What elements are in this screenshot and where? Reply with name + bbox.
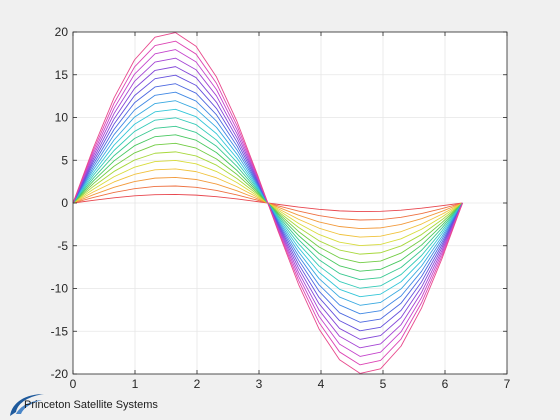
y-tick-label: -10 — [51, 282, 69, 296]
x-tick-label: 6 — [442, 377, 449, 391]
y-tick-label: 20 — [55, 25, 69, 39]
y-tick-label: 5 — [61, 153, 68, 167]
series-line-amplitude-20 — [72, 32, 463, 374]
x-tick-label: 0 — [70, 377, 77, 391]
axis-ticks: 0 1 2 3 4 5 6 7 20 15 10 5 0 -5 -10 -15 -20 — [51, 25, 511, 391]
brand-name: Princeton Satellite Systems — [24, 399, 158, 411]
x-tick-label: 7 — [504, 377, 511, 391]
y-tick-label: 0 — [61, 196, 68, 210]
plot-lines — [72, 32, 463, 374]
y-tick-label: -15 — [51, 324, 69, 338]
x-tick-label: 3 — [256, 377, 263, 391]
x-tick-label: 5 — [380, 377, 387, 391]
brand-logo: Princeton Satellite Systems — [6, 388, 206, 418]
swoosh-logo-icon — [10, 394, 44, 416]
y-tick-label: -5 — [57, 239, 68, 253]
y-tick-label: 10 — [55, 111, 69, 125]
x-tick-label: 4 — [318, 377, 325, 391]
x-tick-label: 2 — [194, 377, 201, 391]
y-tick-label: 15 — [55, 68, 69, 82]
x-tick-label: 1 — [132, 377, 139, 391]
y-tick-label: -20 — [51, 367, 69, 381]
